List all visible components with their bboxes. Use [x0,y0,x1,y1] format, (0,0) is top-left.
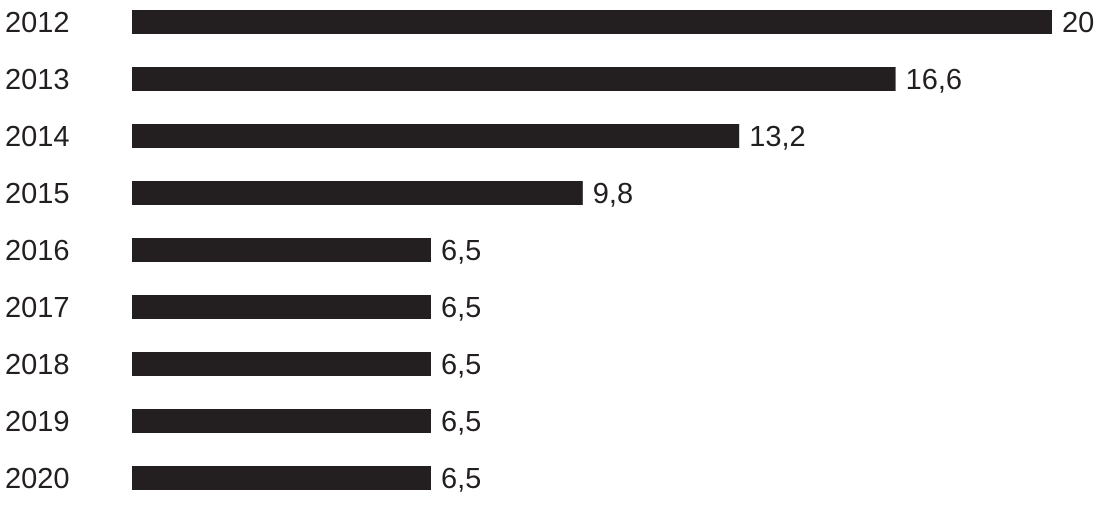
bar [132,409,431,433]
bar [132,10,1052,34]
y-tick-label: 2015 [5,178,70,210]
y-tick-label: 2020 [5,463,70,495]
value-label: 20 [1062,7,1094,39]
bar [132,124,740,148]
value-label: 16,6 [906,64,962,96]
y-tick-label: 2014 [5,121,70,153]
value-label: 6,5 [441,463,481,495]
bar [132,466,431,490]
value-label: 6,5 [441,406,481,438]
bar [132,181,583,205]
bar [132,238,431,262]
bar [132,295,431,319]
y-tick-label: 2016 [5,235,70,267]
y-tick-label: 2018 [5,349,70,381]
y-tick-label: 2013 [5,64,70,96]
value-label: 6,5 [441,235,481,267]
bar [132,67,896,91]
value-label: 13,2 [749,121,805,153]
y-tick-label: 2019 [5,406,70,438]
y-tick-label: 2012 [5,7,70,39]
bar [132,352,431,376]
y-tick-label: 2017 [5,292,70,324]
value-label: 6,5 [441,292,481,324]
value-label: 6,5 [441,349,481,381]
value-label: 9,8 [593,178,633,210]
